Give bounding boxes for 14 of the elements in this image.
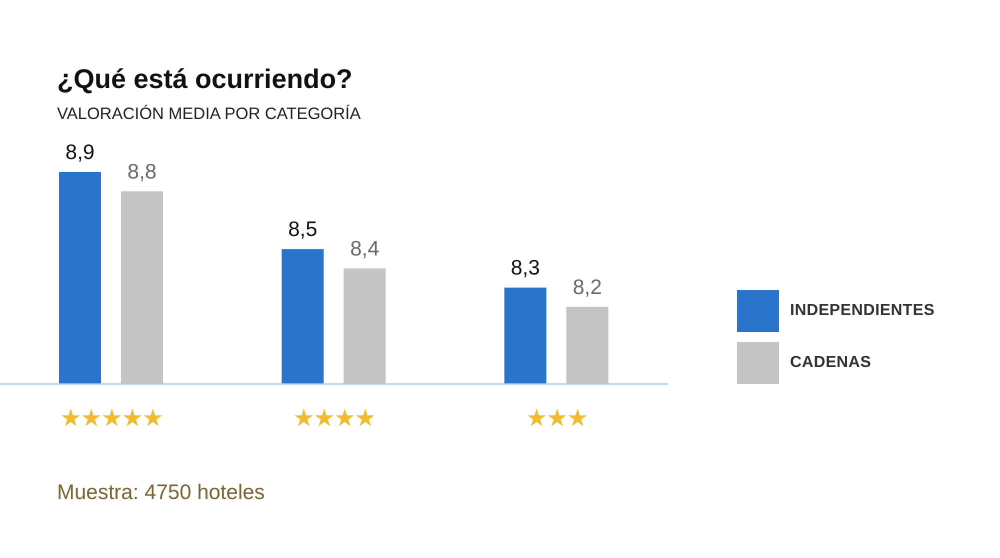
data-label: 8,8 [127, 160, 157, 184]
text: Muestra: 4750 hoteles [57, 480, 265, 505]
data-label: 8,3 [510, 256, 540, 280]
x-tick-label: ★★★★ [292, 404, 376, 432]
chart-title: ¿Qué está ocurriendo? [57, 63, 353, 95]
data-label: 8,5 [288, 218, 318, 242]
data-label: 8,4 [350, 237, 380, 260]
data-label: 8,9 [65, 141, 95, 164]
data-label: 8,2 [572, 276, 602, 299]
x-tick-label: ★★★ [526, 404, 588, 432]
chart-subtitle: VALORACIÓN MEDIA POR CATEGORÍA [57, 104, 361, 124]
x-tick-label: ★★★★★ [60, 404, 163, 432]
text: INDEPENDIENTES [790, 302, 935, 320]
text: CADENAS [790, 354, 872, 372]
